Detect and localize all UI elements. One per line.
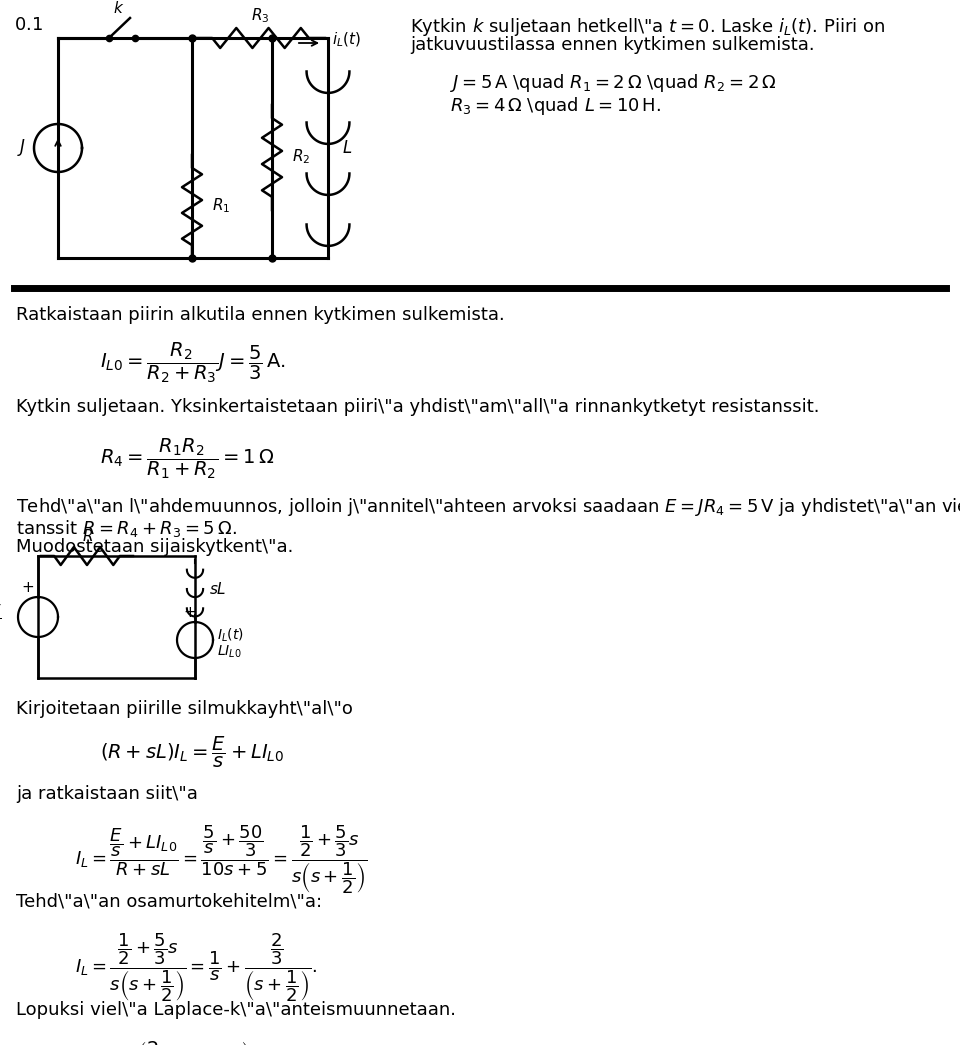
Text: $LI_{L0}$: $LI_{L0}$ — [217, 644, 242, 660]
Text: Tehd\"a\"an osamurtokehitelm\"a:: Tehd\"a\"an osamurtokehitelm\"a: — [16, 893, 323, 911]
Text: Kytkin $k$ suljetaan hetkell\"a $t = 0$. Laske $i_L(t)$. Piiri on: Kytkin $k$ suljetaan hetkell\"a $t = 0$.… — [410, 16, 885, 38]
Text: $R_4 = \dfrac{R_1 R_2}{R_1 + R_2} = 1\,\Omega$: $R_4 = \dfrac{R_1 R_2}{R_1 + R_2} = 1\,\… — [100, 436, 275, 481]
Text: $R_3 = 4\,\Omega$ \quad $L = 10\,\mathrm{H}.$: $R_3 = 4\,\Omega$ \quad $L = 10\,\mathrm… — [450, 95, 661, 117]
Text: jatkuvuustilassa ennen kytkimen sulkemista.: jatkuvuustilassa ennen kytkimen sulkemis… — [410, 36, 815, 54]
Text: $I_L = \dfrac{\dfrac{E}{s} + LI_{L0}}{R + sL} = \dfrac{\dfrac{5}{s} + \dfrac{50}: $I_L = \dfrac{\dfrac{E}{s} + LI_{L0}}{R … — [75, 823, 368, 896]
Text: tanssit $R = R_4 + R_3 = 5\,\Omega.$: tanssit $R = R_4 + R_3 = 5\,\Omega.$ — [16, 518, 237, 539]
Text: Muodostetaan sijaiskytkent\"a.: Muodostetaan sijaiskytkent\"a. — [16, 538, 294, 556]
Text: Ratkaistaan piirin alkutila ennen kytkimen sulkemista.: Ratkaistaan piirin alkutila ennen kytkim… — [16, 306, 505, 324]
Text: $R_1$: $R_1$ — [212, 196, 230, 215]
Text: $+$: $+$ — [21, 580, 35, 595]
Text: $(R + sL)I_L = \dfrac{E}{s} + LI_{L0}$: $(R + sL)I_L = \dfrac{E}{s} + LI_{L0}$ — [100, 735, 284, 770]
Text: Kirjoitetaan piirille silmukkayht\"al\"o: Kirjoitetaan piirille silmukkayht\"al\"o — [16, 700, 353, 718]
Text: $J = 5\,\mathrm{A}$ \quad $R_1 = 2\,\Omega$ \quad $R_2 = 2\,\Omega$: $J = 5\,\mathrm{A}$ \quad $R_1 = 2\,\Ome… — [450, 72, 777, 94]
Text: Tehd\"a\"an l\"ahdemuunnos, jolloin j\"annitel\"ahteen arvoksi saadaan $E = JR_4: Tehd\"a\"an l\"ahdemuunnos, jolloin j\"a… — [16, 496, 960, 518]
Text: $sL$: $sL$ — [209, 581, 227, 597]
Text: $I_L = \dfrac{\dfrac{1}{2} + \dfrac{5}{3}s}{s\left(s + \dfrac{1}{2}\right)} = \d: $I_L = \dfrac{\dfrac{1}{2} + \dfrac{5}{3… — [75, 931, 317, 1004]
Text: $R_3$: $R_3$ — [251, 6, 269, 25]
Text: $I_L(t)$: $I_L(t)$ — [217, 626, 244, 644]
Text: $i_L(t) = \left(\dfrac{2}{3}e^{-t/2} + 1\right)\varepsilon(t)$: $i_L(t) = \left(\dfrac{2}{3}e^{-t/2} + 1… — [75, 1039, 285, 1045]
Text: $+$: $+$ — [183, 605, 197, 620]
Text: $k$: $k$ — [113, 0, 125, 16]
Text: $R$: $R$ — [83, 528, 93, 544]
Text: Kytkin suljetaan. Yksinkertaistetaan piiri\"a yhdist\"am\"all\"a rinnankytketyt : Kytkin suljetaan. Yksinkertaistetaan pii… — [16, 398, 820, 416]
Text: $I_{L0} = \dfrac{R_2}{R_2 + R_3} J = \dfrac{5}{3}\,\mathrm{A}.$: $I_{L0} = \dfrac{R_2}{R_2 + R_3} J = \df… — [100, 340, 286, 385]
Text: $R_2$: $R_2$ — [292, 147, 310, 166]
Text: $L$: $L$ — [342, 139, 352, 157]
Text: $J$: $J$ — [17, 138, 26, 159]
Text: Lopuksi viel\"a Laplace-k\"a\"anteismuunnetaan.: Lopuksi viel\"a Laplace-k\"a\"anteismuun… — [16, 1001, 456, 1019]
Text: $0.1$: $0.1$ — [14, 16, 43, 34]
Text: $\dfrac{E}{s}$: $\dfrac{E}{s}$ — [0, 602, 2, 632]
Text: $i_L(t)$: $i_L(t)$ — [332, 30, 361, 49]
Text: ja ratkaistaan siit\"a: ja ratkaistaan siit\"a — [16, 785, 198, 803]
